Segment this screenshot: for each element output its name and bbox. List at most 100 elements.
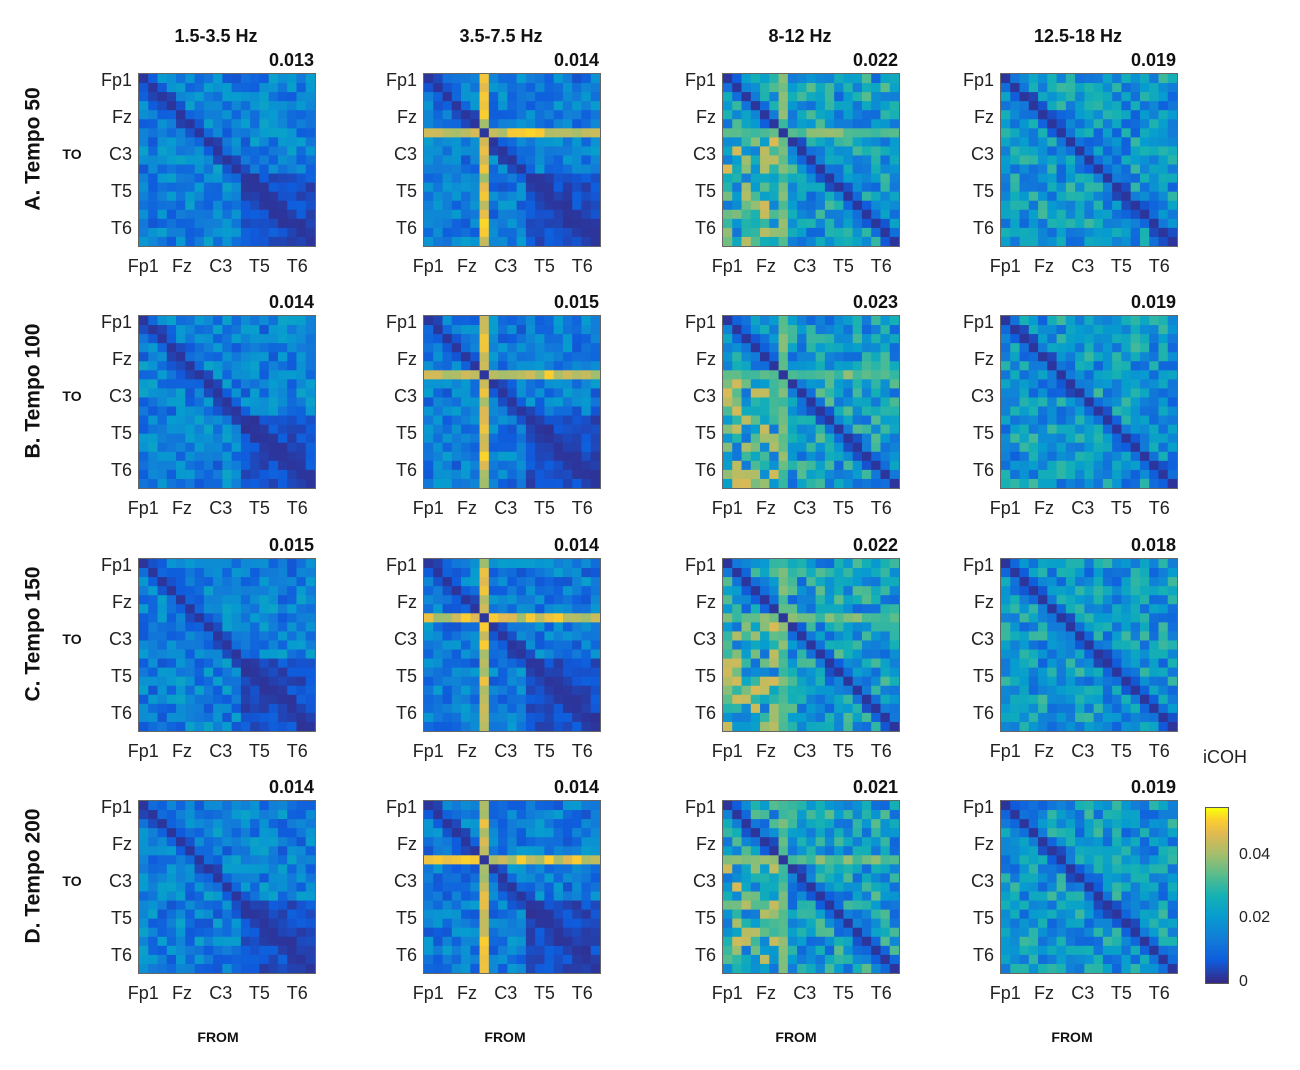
cell-1-2-13-18 <box>889 433 899 444</box>
cell-1-2-15-9 <box>806 451 817 462</box>
cell-2-3-6-3 <box>1028 613 1039 623</box>
cell-1-0-15-15 <box>277 451 288 462</box>
cell-1-2-15-0 <box>723 451 733 462</box>
cell-1-3-8-18 <box>1167 388 1177 399</box>
cell-2-3-15-17 <box>1158 694 1169 705</box>
cell-0-0-13-10 <box>231 191 242 202</box>
cell-1-1-16-0 <box>424 460 434 471</box>
cell-3-0-13-7 <box>203 918 214 929</box>
cell-0-1-10-5 <box>470 164 481 175</box>
cell-0-3-17-13 <box>1121 227 1132 238</box>
cell-1-2-4-7 <box>787 352 798 362</box>
cell-1-1-10-4 <box>461 406 471 417</box>
cell-0-2-13-14 <box>852 191 863 202</box>
cell-2-3-2-10 <box>1093 577 1104 587</box>
cell-3-0-11-12 <box>250 900 261 911</box>
cell-3-0-15-17 <box>296 936 307 947</box>
cell-2-0-13-11 <box>240 676 251 687</box>
cell-0-3-15-6 <box>1056 209 1067 220</box>
cell-0-2-2-0 <box>723 92 733 102</box>
cell-1-1-8-4 <box>461 388 471 399</box>
cell-0-1-13-8 <box>498 191 508 202</box>
cell-1-2-11-4 <box>760 415 770 426</box>
x-tick-0-2-0: Fp1 <box>711 256 743 276</box>
cell-1-2-11-13 <box>843 415 854 426</box>
cell-1-0-9-17 <box>296 397 307 408</box>
cell-1-2-18-8 <box>797 478 807 488</box>
cell-0-2-9-2 <box>741 155 752 166</box>
cell-2-0-3-12 <box>250 586 261 596</box>
cell-1-0-9-1 <box>148 397 159 408</box>
cell-0-0-3-12 <box>250 101 261 111</box>
cell-1-0-8-3 <box>166 388 177 399</box>
cell-2-0-8-7 <box>203 631 214 642</box>
cell-1-0-5-15 <box>277 361 288 371</box>
cell-0-1-8-3 <box>451 146 462 157</box>
cell-3-1-5-10 <box>516 846 527 856</box>
cell-2-2-10-15 <box>861 649 872 660</box>
cell-0-0-18-13 <box>259 236 270 246</box>
cell-1-3-0-15 <box>1139 316 1150 326</box>
cell-0-2-7-14 <box>852 137 863 148</box>
cell-1-1-15-15 <box>562 451 573 462</box>
cell-2-0-18-4 <box>176 721 186 731</box>
cell-0-2-10-10 <box>815 164 826 175</box>
cell-0-3-17-12 <box>1112 227 1123 238</box>
cell-2-3-16-7 <box>1065 703 1076 714</box>
cell-3-1-4-13 <box>544 837 555 847</box>
cell-0-2-10-9 <box>806 164 817 175</box>
cell-3-0-14-9 <box>222 927 233 938</box>
cell-1-1-15-1 <box>433 451 444 462</box>
cell-1-1-9-0 <box>424 397 434 408</box>
cell-3-1-1-1 <box>433 810 444 820</box>
cell-0-0-4-9 <box>222 110 233 120</box>
cell-2-3-15-14 <box>1130 694 1141 705</box>
cell-1-0-18-1 <box>148 478 159 488</box>
cell-3-0-5-15 <box>277 846 288 856</box>
cell-2-0-9-9 <box>222 640 233 651</box>
cell-2-0-7-3 <box>166 622 177 633</box>
cell-1-0-13-8 <box>213 433 223 444</box>
cell-0-2-1-16 <box>871 83 882 93</box>
cell-1-0-16-6 <box>194 460 205 471</box>
cell-1-3-6-4 <box>1038 370 1048 380</box>
cell-1-3-1-8 <box>1075 325 1085 335</box>
cell-3-1-4-8 <box>498 837 508 847</box>
cell-0-1-15-13 <box>544 209 555 220</box>
cell-1-2-0-14 <box>852 316 863 326</box>
cell-0-0-8-16 <box>287 146 298 157</box>
cell-0-3-4-4 <box>1038 110 1048 120</box>
cell-3-0-7-7 <box>203 864 214 875</box>
cell-2-2-8-10 <box>815 631 826 642</box>
cell-2-2-2-3 <box>750 577 761 587</box>
cell-0-2-8-1 <box>732 146 743 157</box>
cell-1-3-8-16 <box>1149 388 1160 399</box>
cell-2-3-2-11 <box>1102 577 1113 587</box>
cell-3-1-3-11 <box>525 828 536 838</box>
cell-1-1-15-11 <box>525 451 536 462</box>
cell-1-1-4-4 <box>461 352 471 362</box>
cell-1-1-9-1 <box>433 397 444 408</box>
cell-0-0-5-4 <box>176 119 186 129</box>
cell-0-1-4-16 <box>572 110 583 120</box>
cell-2-0-11-15 <box>277 658 288 669</box>
cell-1-2-8-9 <box>806 388 817 399</box>
cell-0-3-0-17 <box>1158 74 1169 84</box>
cell-2-1-17-11 <box>525 712 536 723</box>
cell-1-0-4-11 <box>240 352 251 362</box>
cell-2-1-3-15 <box>562 586 573 596</box>
cell-0-0-10-1 <box>148 164 159 175</box>
cell-1-2-17-18 <box>889 469 899 480</box>
cell-0-3-0-12 <box>1112 74 1123 84</box>
cell-1-1-7-13 <box>544 379 555 390</box>
cell-3-0-5-1 <box>148 846 159 856</box>
cell-0-1-10-9 <box>507 164 518 175</box>
cell-3-1-4-10 <box>516 837 527 847</box>
cell-0-2-15-4 <box>760 209 770 220</box>
cell-2-1-7-10 <box>516 622 527 633</box>
cell-0-0-3-14 <box>268 101 279 111</box>
cell-1-1-16-15 <box>562 460 573 471</box>
x-tick-1-2-3: T5 <box>832 498 854 518</box>
cell-0-2-18-15 <box>861 236 872 246</box>
cell-2-3-12-4 <box>1038 667 1048 678</box>
